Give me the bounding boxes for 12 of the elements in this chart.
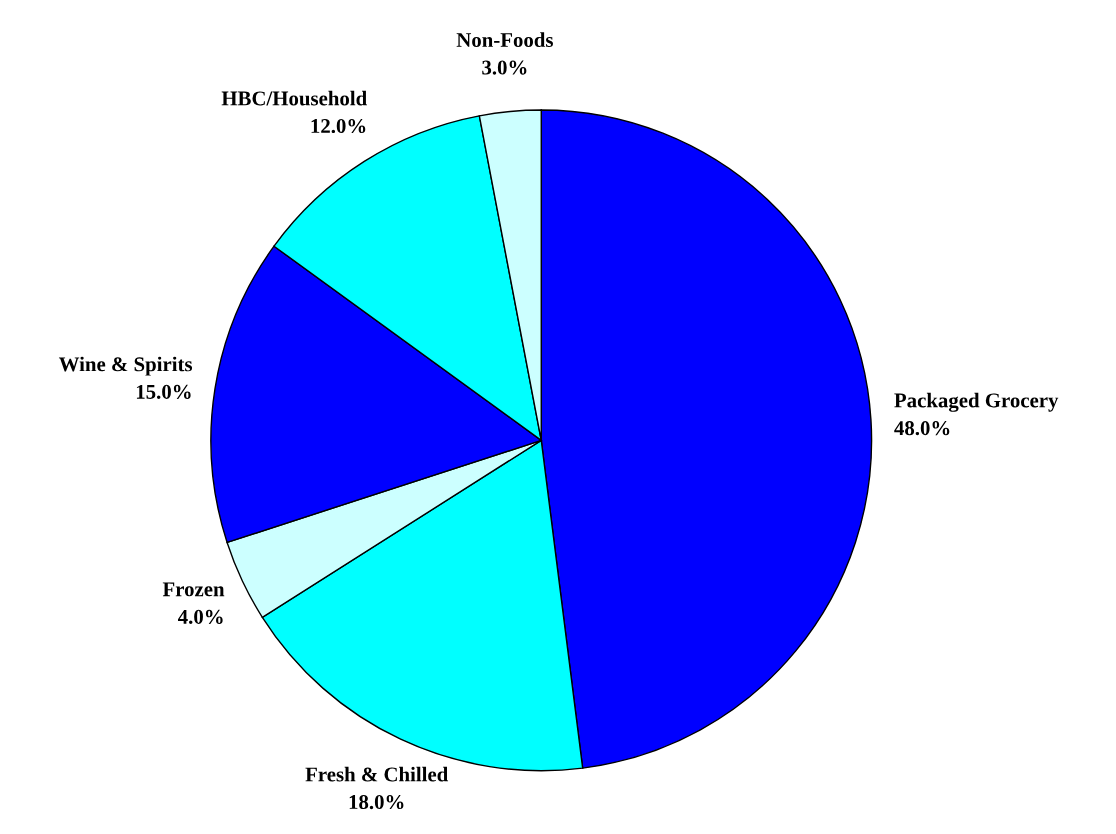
data-label: 15.0% (136, 384, 191, 399)
data-label: 18.0% (349, 794, 404, 810)
slice-label: Packaged Grocery (894, 392, 1059, 412)
slice-label: Frozen (162, 582, 225, 597)
slice-label: Wine & Spirits (58, 356, 193, 376)
slice-label: Non-Foods (456, 32, 553, 48)
data-label: 4.0% (178, 609, 223, 624)
slice-label: Fresh & Chilled (305, 766, 449, 782)
slice-label: HBC/Household (221, 90, 367, 106)
data-label: 12.0% (311, 118, 366, 134)
data-label: 48.0% (894, 421, 950, 436)
data-label: 3.0% (482, 60, 527, 75)
